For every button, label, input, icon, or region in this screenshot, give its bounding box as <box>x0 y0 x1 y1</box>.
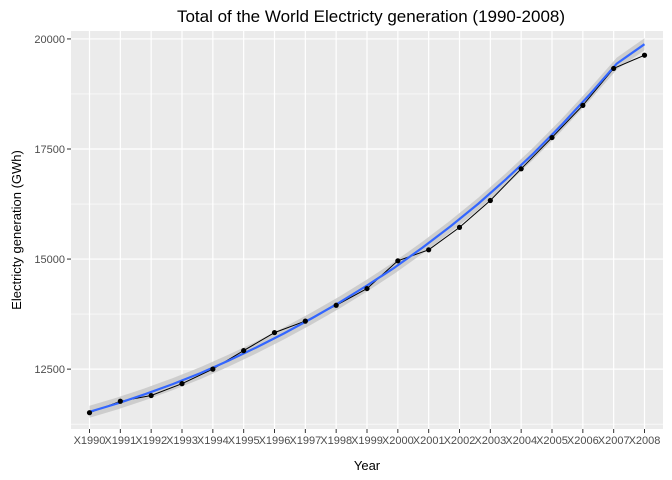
x-axis-ticks: X1990 X1991 X1992 X1993 X1994 X1995 X1996 X1997… <box>74 429 661 447</box>
data-point <box>611 65 617 72</box>
data-point <box>333 302 339 308</box>
data-point <box>86 410 93 416</box>
x-tick-label: X2004 <box>505 435 537 447</box>
x-tick-label: X1998 <box>320 435 352 447</box>
grid-major <box>71 31 663 429</box>
smooth-fit-line <box>89 43 646 413</box>
x-tick-label: X1997 <box>289 435 321 447</box>
x-tick-label: X1991 <box>104 435 136 447</box>
data-point <box>641 52 648 58</box>
x-tick-label: X2006 <box>567 435 599 447</box>
y-axis-ticks: 12500 15000 17500 20000 <box>34 34 71 376</box>
data-point <box>271 329 278 336</box>
data-point <box>210 366 216 372</box>
y-tick-label: 20000 <box>34 34 65 46</box>
x-tick-label: X1993 <box>166 435 198 447</box>
data-point <box>364 285 370 292</box>
x-axis-title: Year <box>354 458 381 473</box>
data-point <box>487 197 493 204</box>
x-tick-label: X2008 <box>629 435 661 447</box>
data-points <box>86 52 648 416</box>
x-tick-label: X1990 <box>74 435 106 447</box>
data-point <box>117 398 123 404</box>
x-tick-label: X2000 <box>382 435 414 447</box>
data-point <box>580 102 586 109</box>
data-point <box>395 258 401 264</box>
chart-title: Total of the World Electricty generation… <box>177 7 565 26</box>
data-point <box>549 134 555 141</box>
data-point <box>148 392 154 399</box>
x-tick-label: X2003 <box>474 435 506 447</box>
data-point <box>456 224 463 230</box>
smooth-fit-polyline <box>89 43 646 413</box>
x-tick-label: X1999 <box>351 435 383 447</box>
x-tick-label: X2001 <box>413 435 445 447</box>
x-tick-label: X1994 <box>197 435 229 447</box>
x-tick-label: X2002 <box>444 435 476 447</box>
data-point <box>518 166 524 172</box>
data-point <box>179 381 185 387</box>
x-tick-label: X2007 <box>598 435 630 447</box>
x-tick-label: X2005 <box>536 435 568 447</box>
x-tick-label: X1992 <box>135 435 167 447</box>
x-tick-label: X1995 <box>228 435 260 447</box>
data-point <box>302 318 308 324</box>
y-axis-title: Electricty generation (GWh) <box>9 150 24 310</box>
y-tick-label: 15000 <box>34 254 65 266</box>
data-point <box>426 247 432 253</box>
x-tick-label: X1996 <box>259 435 291 447</box>
data-point <box>241 348 247 354</box>
y-tick-label: 12500 <box>34 364 65 376</box>
y-tick-label: 17500 <box>34 144 65 156</box>
